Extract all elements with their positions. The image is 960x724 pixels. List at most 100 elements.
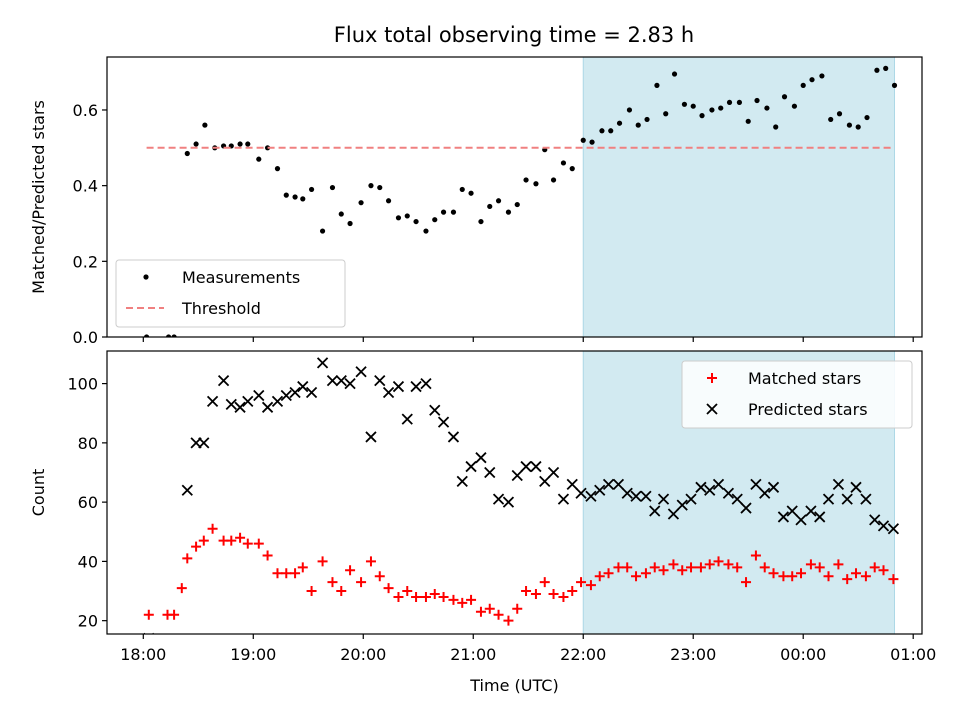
matched-star-marker: [695, 562, 706, 573]
matched-star-marker: [493, 609, 504, 620]
matched-star-marker: [759, 562, 770, 573]
matched-star-marker: [860, 571, 871, 582]
predicted-star-marker: [667, 508, 680, 520]
axes-frame: [106, 350, 923, 635]
matched-star-marker: [466, 594, 477, 605]
predicted-star-marker: [832, 478, 845, 490]
predicted-star-marker: [429, 404, 441, 416]
matched-star-marker: [503, 615, 514, 626]
y-tick-label: 20: [78, 612, 98, 631]
measurement-point: [654, 82, 660, 88]
predicted-star-marker: [750, 478, 762, 490]
measurement-point: [329, 184, 336, 191]
predicted-star-marker: [420, 377, 432, 390]
matched-star-marker: [539, 577, 550, 588]
matched-star-marker: [317, 556, 328, 567]
matched-star-marker: [306, 586, 317, 597]
predicted-star-marker: [225, 398, 237, 410]
predicted-star-marker: [365, 431, 377, 443]
measurement-point: [626, 107, 633, 113]
predicted-star-marker: [520, 460, 532, 473]
matched-star-marker: [585, 580, 596, 591]
matched-star-marker: [613, 562, 624, 573]
measurement-point: [828, 116, 834, 123]
measurement-point: [319, 228, 326, 234]
measurement-point: [891, 82, 898, 88]
x-tick-label: 19:00: [230, 645, 276, 664]
top-panel: 0.0 0.2 0.4 0.6 Matched/Predicted stars Measu…: [29, 56, 923, 347]
predicted-star-marker: [344, 377, 356, 390]
predicted-star-marker: [539, 475, 551, 488]
measurement-point: [709, 107, 715, 113]
measurement-point: [413, 218, 419, 225]
predicted-star-marker: [456, 475, 468, 488]
predicted-star-marker: [530, 460, 542, 473]
predicted-star-marker: [731, 493, 743, 505]
measurement-point: [165, 334, 172, 337]
predicted-star-marker: [767, 481, 780, 493]
matched-star-marker: [805, 559, 816, 570]
y-tick-label: 100: [67, 375, 98, 394]
predicted-star-marker: [877, 520, 890, 532]
matched-star-marker: [640, 568, 651, 579]
measurement-point: [385, 198, 392, 204]
measurement-point: [754, 97, 760, 104]
measurement-point: [300, 196, 306, 202]
predicted-star-marker: [594, 484, 606, 496]
measurement-point: [663, 111, 669, 117]
x-tick-label: 01:00: [890, 645, 936, 664]
measurement-point: [308, 186, 315, 193]
y-tick-label: 80: [78, 434, 98, 453]
matched-star-marker: [297, 562, 308, 573]
legend-swatch: [706, 403, 718, 415]
predicted-star-marker: [602, 478, 615, 490]
legend-label: Measurements: [182, 268, 300, 287]
predicted-star-marker: [657, 493, 670, 505]
matched-star-marker: [393, 591, 404, 602]
predicted-star-marker: [511, 469, 523, 482]
matched-star-marker: [475, 606, 486, 617]
predicted-star-marker: [392, 380, 405, 393]
matched-star-marker: [878, 565, 889, 576]
x-tick-label: 00:00: [780, 645, 826, 664]
matched-star-marker: [272, 568, 283, 579]
matched-star-marker: [182, 553, 193, 564]
predicted-star-marker: [234, 401, 246, 413]
matched-star-marker: [402, 586, 413, 597]
measurement-point: [283, 192, 289, 198]
measurement-point: [874, 67, 880, 73]
matched-star-marker: [723, 559, 734, 570]
measurement-point: [404, 213, 410, 219]
measurement-point: [338, 211, 344, 217]
legend-swatch: [143, 274, 149, 280]
matched-star-marker: [833, 559, 844, 570]
predicted-star-marker: [777, 511, 790, 523]
matched-star-marker: [290, 568, 301, 579]
matched-star-marker: [677, 565, 688, 576]
matched-star-marker: [438, 591, 449, 602]
predicted-star-marker: [437, 416, 450, 428]
predicted-star-marker: [484, 466, 496, 479]
measurement-point: [202, 122, 208, 128]
predicted-star-marker: [502, 496, 515, 508]
matched-star-marker: [521, 586, 532, 597]
predicted-star-marker: [316, 357, 329, 369]
predicted-star-marker: [649, 505, 661, 517]
matched-star-marker: [741, 577, 752, 588]
matched-star-marker: [649, 562, 660, 573]
measurement-point: [560, 160, 567, 166]
predicted-star-marker: [786, 505, 798, 517]
y-tick-label: 0.0: [73, 328, 98, 347]
matched-star-marker: [869, 562, 880, 573]
predicted-star-marker: [410, 380, 422, 393]
measurement-point: [368, 183, 374, 189]
measurement-point: [781, 94, 788, 100]
measurement-point: [718, 105, 724, 111]
measurement-point: [726, 99, 733, 106]
y-tick-label: 0.2: [73, 252, 98, 271]
measurement-point: [487, 203, 493, 210]
measurement-point: [423, 228, 429, 234]
measurement-point: [171, 334, 177, 337]
measurement-point: [644, 116, 650, 123]
